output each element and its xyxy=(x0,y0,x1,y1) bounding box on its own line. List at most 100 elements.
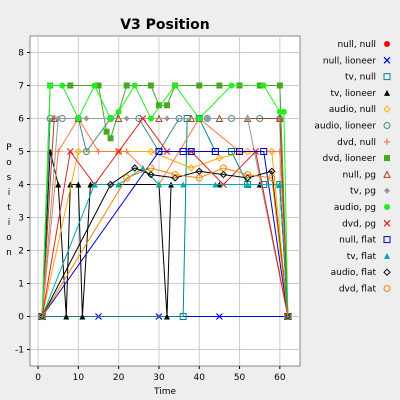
data-point xyxy=(67,82,74,89)
data-point xyxy=(260,148,268,155)
legend-item: null, null xyxy=(337,40,390,50)
legend-label: dvd, lioneer xyxy=(323,154,377,164)
data-point xyxy=(95,148,102,155)
data-point xyxy=(139,115,147,122)
data-point xyxy=(155,181,162,188)
data-point xyxy=(115,181,122,188)
data-point xyxy=(260,82,267,89)
legend-marker xyxy=(384,138,390,145)
data-point xyxy=(244,171,252,179)
series-line xyxy=(41,167,289,317)
data-point xyxy=(75,181,82,188)
legend-item: tv, pg xyxy=(350,187,390,197)
legend-label: audio, flat xyxy=(331,268,377,278)
legend-item: audio, null xyxy=(329,105,391,115)
legend-label: tv, flat xyxy=(347,252,377,262)
series-line xyxy=(41,118,289,317)
y-tick-label: 4 xyxy=(18,181,24,191)
y-tick-label: 0 xyxy=(18,313,24,323)
data-point xyxy=(187,148,195,155)
legend: null, null null, lioneer tv, null tv, lione… xyxy=(314,40,391,295)
legend-label: null, pg xyxy=(342,170,376,180)
data-point xyxy=(91,82,98,89)
y-axis-label-char: s xyxy=(7,173,12,183)
data-point xyxy=(215,313,223,320)
x-tick-label: 60 xyxy=(274,373,286,383)
x-axis: 0 10 20 30 40 50 60 xyxy=(35,366,286,383)
y-tick-label: 3 xyxy=(18,214,24,224)
legend-item: tv, lioneer xyxy=(330,89,390,99)
data-point xyxy=(59,82,66,89)
data-point xyxy=(179,313,187,320)
legend-item: audio, lioneer xyxy=(314,122,391,132)
series-15 xyxy=(38,164,292,320)
x-axis-label: Time xyxy=(153,387,176,397)
data-point xyxy=(91,181,98,188)
legend-marker xyxy=(383,170,391,178)
data-point xyxy=(164,313,171,320)
data-point xyxy=(195,174,203,182)
legend-item: tv, flat xyxy=(347,252,390,262)
data-point xyxy=(211,148,219,155)
data-point xyxy=(164,102,171,109)
data-point xyxy=(75,115,82,122)
y-tick-label: 5 xyxy=(18,148,24,158)
legend-item: dvd, flat xyxy=(339,285,391,295)
data-point xyxy=(114,147,123,156)
legend-label: tv, lioneer xyxy=(330,89,376,99)
legend-label: tv, pg xyxy=(350,187,376,197)
legend-marker xyxy=(383,73,391,81)
series-14 xyxy=(38,164,292,321)
data-point xyxy=(179,148,187,155)
series-line xyxy=(41,151,289,317)
data-point xyxy=(204,115,211,122)
data-point xyxy=(67,181,74,188)
y-axis-label-char: o xyxy=(6,158,12,168)
data-point xyxy=(171,171,179,179)
legend-label: dvd, null xyxy=(337,138,376,148)
data-point xyxy=(83,115,90,122)
data-point xyxy=(228,82,235,89)
y-tick-label: 2 xyxy=(18,247,24,257)
y-tick-label: 6 xyxy=(18,115,24,125)
data-point xyxy=(115,148,123,155)
data-point xyxy=(47,82,54,89)
data-point xyxy=(123,82,130,89)
data-point xyxy=(131,82,138,89)
data-point xyxy=(79,313,86,320)
legend-label: tv, null xyxy=(345,73,376,83)
data-point xyxy=(147,147,155,156)
data-point xyxy=(123,115,130,122)
data-point xyxy=(243,147,252,156)
data-point xyxy=(196,82,203,89)
legend-item: dvd, null xyxy=(337,138,390,148)
y-axis-label: Position xyxy=(6,143,12,258)
data-point xyxy=(66,148,74,155)
legend-label: null, null xyxy=(337,40,376,50)
series-line xyxy=(41,167,289,317)
data-point xyxy=(147,170,155,179)
data-point xyxy=(268,167,276,176)
series-line xyxy=(41,167,289,317)
legend-item: null, pg xyxy=(342,170,391,180)
x-tick-label: 30 xyxy=(153,373,165,383)
y-axis-label-char: i xyxy=(8,218,11,228)
y-tick-label: 7 xyxy=(18,82,24,92)
legend-label: dvd, flat xyxy=(339,285,377,295)
legend-marker xyxy=(383,219,391,227)
data-point xyxy=(276,181,283,188)
legend-marker xyxy=(384,204,390,210)
series-line xyxy=(41,84,289,317)
data-point xyxy=(219,164,227,172)
legend-label: null, lioneer xyxy=(323,56,376,66)
legend-item: audio, flat xyxy=(331,268,391,278)
data-point xyxy=(212,181,219,188)
data-point xyxy=(63,313,70,320)
y-axis: -1 0 1 2 3 4 5 6 7 8 xyxy=(15,49,30,356)
legend-marker xyxy=(383,236,391,244)
data-point xyxy=(87,181,94,188)
data-point xyxy=(55,115,62,122)
data-point xyxy=(123,174,131,182)
y-tick-label: 1 xyxy=(18,280,24,290)
